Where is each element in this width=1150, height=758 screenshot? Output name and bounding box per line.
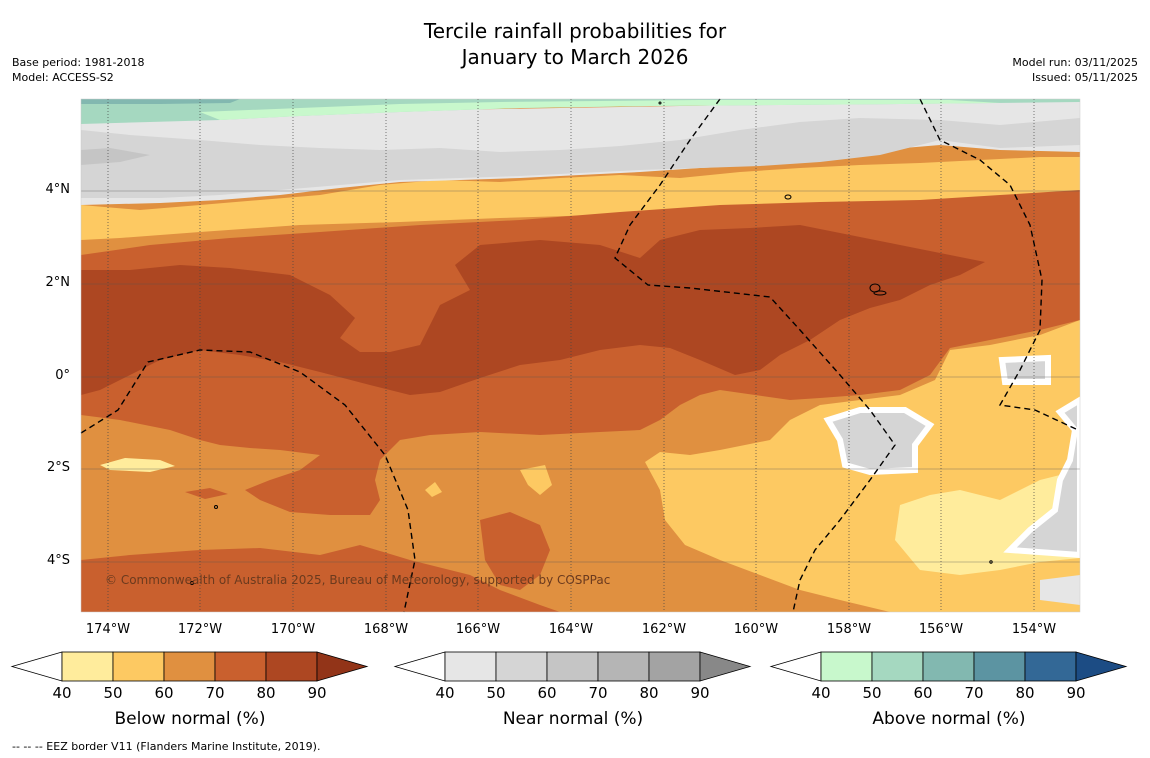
colorbar-tick-label: 90 (690, 684, 710, 702)
base-period: Base period: 1981-2018 (12, 56, 145, 69)
colorbar-segment (112, 651, 165, 682)
field-below-80-core (81, 225, 985, 395)
colorbar-tick-label: 90 (307, 684, 327, 702)
colorbar-segment (648, 651, 701, 682)
colorbar-tick-label: 90 (1066, 684, 1086, 702)
lon-label-156w: 156°W (918, 622, 964, 637)
lon-label-166w: 166°W (455, 622, 501, 637)
field-above-normal-north (81, 99, 1080, 124)
colorbar-segment (922, 651, 975, 682)
colorbar-below-normal (10, 651, 369, 682)
lon-label-160w: 160°W (733, 622, 779, 637)
colorbar-segment (597, 651, 650, 682)
lon-label-164w: 164°W (548, 622, 594, 637)
field-near-normal-far-east (1003, 396, 1080, 559)
islands (190, 101, 993, 585)
colorbar-tick-label: 60 (913, 684, 933, 702)
colorbar-tick-label: 80 (639, 684, 659, 702)
field-below-70-patch (185, 488, 228, 499)
eez-borders (80, 98, 1079, 613)
colorbar-tick-label: 50 (103, 684, 123, 702)
title-line-1: Tercile rainfall probabilities for (423, 19, 727, 43)
field-near-normal-60-north (81, 148, 150, 165)
colorbar-tick-label: 40 (52, 684, 72, 702)
colorbar-segment (265, 651, 318, 682)
colorbar-segment (871, 651, 924, 682)
field-near-normal-50-north (81, 118, 1080, 198)
lon-label-162w: 162°W (641, 622, 687, 637)
colorbar-tick-label: 70 (205, 684, 225, 702)
eez-footnote: -- -- -- EEZ border V11 (Flanders Marine… (12, 740, 321, 753)
colorbar-below-title: Below normal (%) (114, 709, 266, 729)
colorbar-low-extension (393, 651, 446, 682)
colorbar-tick-label: 50 (862, 684, 882, 702)
colorbar-segment (495, 651, 548, 682)
lat-label-4s: 4°S (46, 553, 70, 568)
lon-label-172w: 172°W (177, 622, 223, 637)
colorbar-low-extension (10, 651, 63, 682)
field-below-50-north (81, 157, 1080, 240)
colorbar-low-extension (769, 651, 822, 682)
colorbar-segment (444, 651, 497, 682)
colorbar-tick-label: 60 (537, 684, 557, 702)
colorbar-high-extension (316, 651, 369, 682)
lat-label-2s: 2°S (46, 460, 70, 475)
colorbar-segment (214, 651, 267, 682)
colorbar-above-title: Above normal (%) (872, 709, 1026, 729)
lat-label-4n: 4°N (45, 182, 71, 197)
colorbar-tick-label: 50 (486, 684, 506, 702)
meta-right: Model run: 03/11/2025 Issued: 05/11/2025 (1012, 55, 1138, 85)
field-below-40-west (100, 458, 175, 472)
field-near-normal-east-island (823, 407, 935, 476)
colorbar-tick-label: 40 (811, 684, 831, 702)
model-name: Model: ACCESS-S2 (12, 71, 114, 84)
lon-label-174w: 174°W (85, 622, 131, 637)
colorbar-tick-label: 70 (964, 684, 984, 702)
field-below-50-patch-b (425, 482, 442, 497)
map-fields (81, 99, 1080, 612)
colorbar-near-normal (393, 651, 752, 682)
colorbar-segment (163, 651, 216, 682)
colorbar-segment (61, 651, 114, 682)
lon-label-154w: 154°W (1011, 622, 1057, 637)
field-near-normal-south-east-strip (1040, 575, 1080, 605)
field-below-50-patch-a (520, 465, 552, 495)
eez-border-west (80, 349, 416, 613)
colorbar-high-extension (699, 651, 752, 682)
field-below-70-south-central (480, 512, 550, 590)
title-line-2: January to March 2026 (461, 45, 689, 69)
colorbar-segment (973, 651, 1026, 682)
colorbar-above-normal (769, 651, 1128, 682)
lat-grid-lines (81, 190, 1080, 563)
eez-border-east (919, 98, 1079, 431)
colorbar-tick-label: 70 (588, 684, 608, 702)
colorbar-near-title: Near normal (%) (502, 709, 644, 729)
colorbar-segment (546, 651, 599, 682)
lon-label-170w: 170°W (270, 622, 316, 637)
colorbar-segment (1024, 651, 1077, 682)
colorbar-segment (820, 651, 873, 682)
lat-label-2n: 2°N (45, 275, 71, 290)
lon-label-158w: 158°W (826, 622, 872, 637)
model-run: Model run: 03/11/2025 (1012, 56, 1138, 69)
colorbar-tick-label: 40 (435, 684, 455, 702)
field-above-normal-strip (200, 100, 1000, 120)
map-title: Tercile rainfall probabilities for Janua… (0, 18, 1150, 70)
colorbar-tick-label: 80 (1015, 684, 1035, 702)
field-near-normal-small-island (998, 354, 1051, 385)
copyright-notice: © Commonwealth of Australia 2025, Bureau… (105, 573, 611, 587)
colorbar-tick-label: 80 (256, 684, 276, 702)
issued-date: Issued: 05/11/2025 (1031, 71, 1138, 84)
lon-label-168w: 168°W (363, 622, 409, 637)
map-frame (80, 98, 1081, 613)
colorbar-tick-label: 60 (154, 684, 174, 702)
colorbar-high-extension (1075, 651, 1128, 682)
eez-border-central (614, 98, 896, 613)
lat-label-0: 0° (55, 368, 70, 383)
meta-left: Base period: 1981-2018 Model: ACCESS-S2 (12, 55, 144, 85)
